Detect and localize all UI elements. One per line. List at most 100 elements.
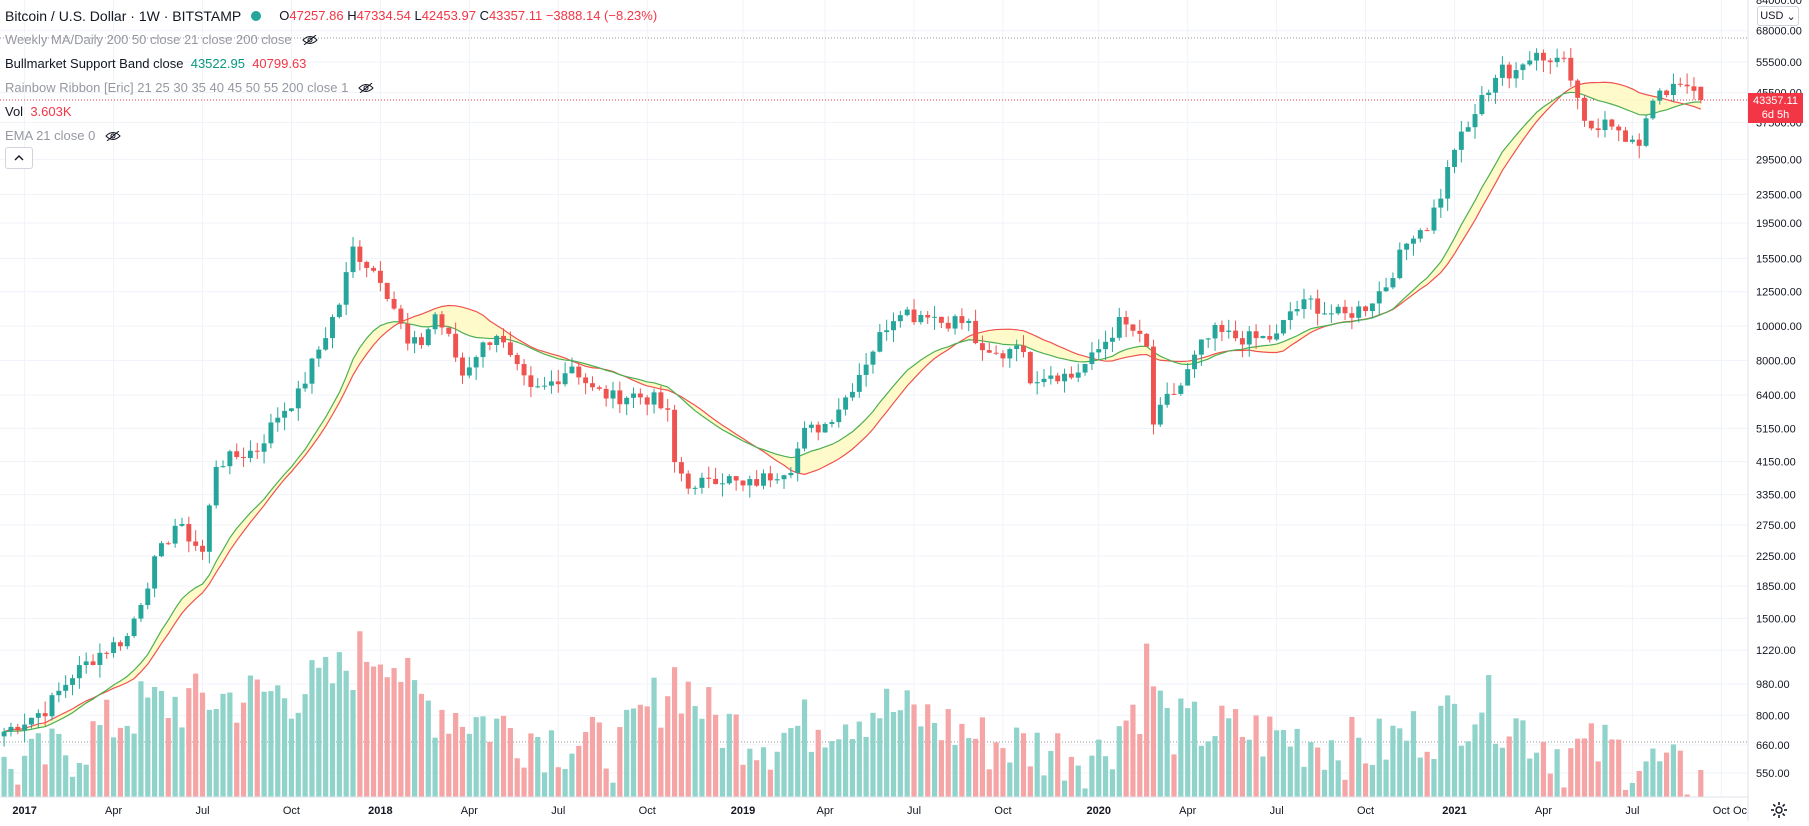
eye-hidden-icon[interactable] — [105, 131, 121, 141]
candle-body — [1226, 331, 1231, 332]
eye-hidden-icon[interactable] — [358, 83, 374, 93]
candle-body — [501, 336, 506, 342]
volume-bar — [1315, 747, 1320, 797]
indicator-ema21[interactable]: EMA 21 close 0 — [5, 124, 657, 148]
volume-bar — [1007, 762, 1012, 797]
candle-body — [29, 718, 34, 725]
volume-bar — [125, 726, 130, 797]
x-tick-label: 2018 — [368, 805, 392, 817]
candle-body — [1240, 338, 1245, 344]
volume-bar — [1377, 719, 1382, 797]
candle-body — [1158, 405, 1163, 425]
volume-bar — [1233, 709, 1238, 797]
market-status-icon — [251, 11, 261, 21]
volume-bar — [549, 730, 554, 797]
volume-bar — [1130, 705, 1135, 797]
indicator-weekly-ma[interactable]: Weekly MA/Daily 200 50 close 21 close 20… — [5, 28, 657, 52]
candle-body — [1603, 120, 1608, 130]
indicator-value-ema: 40799.63 — [252, 52, 306, 76]
candle-body — [1144, 334, 1149, 347]
volume-bar — [1390, 726, 1395, 797]
x-tick-label: Apr — [105, 805, 122, 817]
volume-bar — [1226, 718, 1231, 797]
volume-bar — [1096, 740, 1101, 797]
volume-bar — [1397, 728, 1402, 797]
candle-body — [809, 425, 814, 428]
candle-body — [1473, 114, 1478, 127]
candle-body — [823, 424, 828, 432]
volume-bar — [1171, 754, 1176, 797]
volume-bar — [1035, 733, 1040, 797]
candle-body — [1151, 347, 1156, 425]
candle-body — [713, 479, 718, 484]
candle-body — [734, 476, 739, 480]
candle-body — [1260, 336, 1265, 338]
indicator-rainbow[interactable]: Rainbow Ribbon [Eric] 21 25 30 35 40 45 … — [5, 76, 657, 100]
indicator-bull-band[interactable]: Bullmarket Support Band close 43522.95 4… — [5, 52, 657, 76]
volume-bar — [460, 727, 465, 797]
currency-select[interactable]: USD ⌄ — [1757, 6, 1799, 26]
candle-body — [1356, 306, 1361, 317]
candle-body — [1199, 340, 1204, 355]
volume-bar — [973, 739, 978, 797]
candle-body — [597, 387, 602, 389]
candle-body — [22, 725, 27, 731]
volume-bar — [138, 681, 143, 797]
volume-bar — [1500, 748, 1505, 797]
volume-bar — [884, 689, 889, 797]
candle-body — [1028, 352, 1033, 383]
volume-bar — [1089, 756, 1094, 797]
volume-bar — [542, 772, 547, 797]
candle-body — [364, 262, 369, 268]
volume-bar — [323, 657, 328, 797]
volume-bar — [1206, 741, 1211, 797]
candle-body — [1322, 313, 1327, 314]
volume-bar — [220, 694, 225, 797]
x-tick-label: Oct — [639, 805, 656, 817]
candle-body — [850, 392, 855, 398]
volume-bar — [966, 738, 971, 797]
volume-bar — [173, 697, 178, 797]
candle-body — [583, 377, 588, 383]
candle-body — [487, 342, 492, 345]
volume-bar — [905, 690, 910, 797]
volume-bar — [699, 719, 704, 797]
candle-body — [1295, 309, 1300, 311]
candle-body — [966, 321, 971, 323]
candle-body — [665, 408, 670, 410]
candle-body — [494, 336, 499, 345]
candle-body — [241, 457, 246, 458]
volume-bar — [159, 691, 164, 797]
symbol-title[interactable]: Bitcoin / U.S. Dollar · 1W · BITSTAMP — [5, 4, 241, 28]
candle-body — [405, 324, 410, 344]
volume-bar — [405, 658, 410, 797]
volume-bar — [426, 701, 431, 797]
candle-body — [898, 315, 903, 321]
candle-body — [15, 727, 20, 730]
volume-bar — [1076, 766, 1081, 797]
candle-body — [1650, 101, 1655, 119]
x-tick-label: Jul — [551, 805, 565, 817]
candle-body — [296, 388, 301, 408]
volume-bar — [1165, 708, 1170, 797]
gear-icon[interactable] — [1770, 801, 1788, 819]
volume-bar — [36, 733, 41, 797]
volume-bar — [1438, 706, 1443, 797]
y-tick-label: 12500.00 — [1756, 287, 1802, 299]
volume-bar — [857, 722, 862, 797]
candle-body — [1165, 394, 1170, 405]
volume-bar — [768, 770, 773, 797]
candle-body — [1172, 394, 1177, 395]
volume-bar — [576, 746, 581, 797]
volume-bar — [1110, 769, 1115, 797]
volume-bar — [706, 687, 711, 797]
candle-body — [782, 475, 787, 479]
x-tick-label: Jul — [1625, 805, 1639, 817]
volume-bar — [419, 694, 424, 797]
collapse-legend-button[interactable] — [5, 147, 33, 169]
indicator-volume[interactable]: Vol 3.603K — [5, 100, 657, 124]
eye-hidden-icon[interactable] — [302, 35, 318, 45]
volume-bar — [1117, 726, 1122, 797]
candle-body — [857, 375, 862, 392]
volume-bar — [1308, 742, 1313, 797]
